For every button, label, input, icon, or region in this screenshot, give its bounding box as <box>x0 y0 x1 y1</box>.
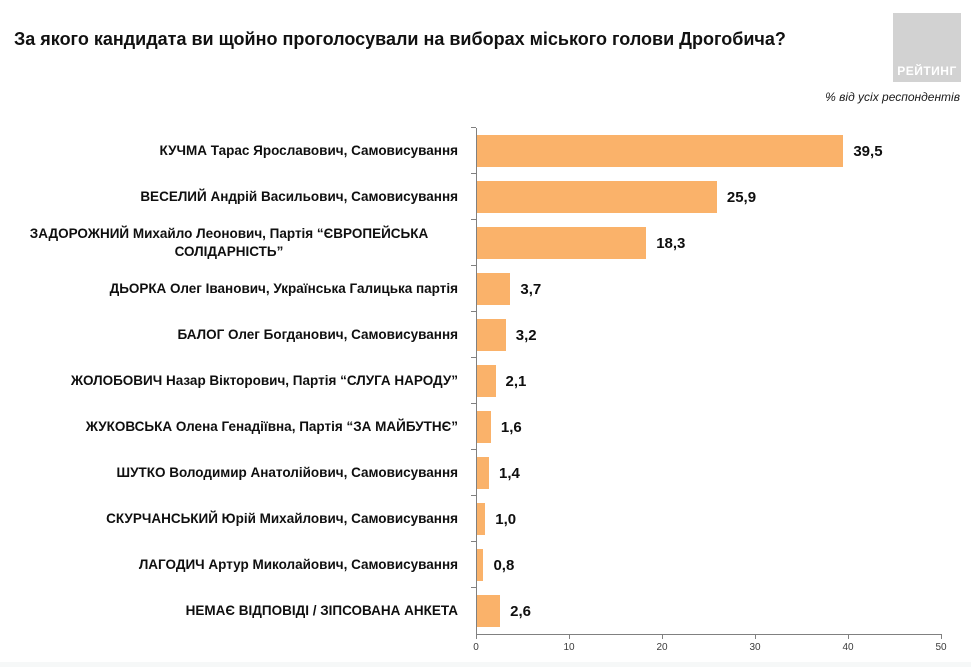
value-label: 1,0 <box>495 510 517 528</box>
bar <box>476 595 501 627</box>
category-label: ЖОЛОБОВИЧ Назар Вікторович, Партія “СЛУГ… <box>70 373 458 389</box>
value-label: 1,6 <box>500 418 522 436</box>
category-label: ЛАГОДИЧ Артур Миколайович, Самовисування <box>138 557 458 573</box>
bar <box>476 135 844 167</box>
x-axis-tick-label: 50 <box>935 642 947 653</box>
bar <box>476 457 490 489</box>
bar-area: 2,1 <box>471 357 971 404</box>
bar-chart: КУЧМА Тарас Ярославович, Самовисування 3… <box>0 127 971 653</box>
chart-row: ДЬОРКА Олег Іванович, Українська Галицьк… <box>0 265 971 312</box>
value-label: 2,6 <box>510 602 532 620</box>
bar-area: 25,9 <box>471 173 971 220</box>
bar-area: 3,7 <box>471 265 971 312</box>
bar-area: 0,8 <box>471 541 971 588</box>
chart-row: ЗАДОРОЖНИЙ Михайло Леонович, Партія “ЄВР… <box>0 219 971 266</box>
chart-row: НЕМАЄ ВІДПОВІДІ / ЗІПСОВАНА АНКЕТА 2,6 <box>0 587 971 634</box>
chart-row: ЖУКОВСЬКА Олена Генадіївна, Партія “ЗА М… <box>0 403 971 450</box>
category-label: ВЕСЕЛИЙ Андрій Васильович, Самовисування <box>140 189 458 205</box>
bar <box>476 181 717 213</box>
value-label: 3,7 <box>520 280 542 298</box>
bar-area: 3,2 <box>471 311 971 358</box>
bar-area: 1,0 <box>471 495 971 542</box>
y-axis-tick <box>471 449 476 450</box>
bar <box>476 503 486 535</box>
y-axis-tick <box>471 311 476 312</box>
chart-row: ШУТКО Володимир Анатолійович, Самовисува… <box>0 449 971 496</box>
bar <box>476 273 511 305</box>
chart-subtitle: % від усіх респондентів <box>825 90 960 104</box>
category-label: НЕМАЄ ВІДПОВІДІ / ЗІПСОВАНА АНКЕТА <box>185 603 458 619</box>
value-label: 39,5 <box>853 142 883 160</box>
bar <box>476 319 506 351</box>
category-label: ЖУКОВСЬКА Олена Генадіївна, Партія “ЗА М… <box>85 419 458 435</box>
chart-row: ВЕСЕЛИЙ Андрій Васильович, Самовисування… <box>0 173 971 220</box>
bar <box>476 411 491 443</box>
chart-title: За якого кандидата ви щойно проголосувал… <box>14 29 786 49</box>
chart-row: КУЧМА Тарас Ярославович, Самовисування 3… <box>0 127 971 174</box>
y-axis-tick <box>471 587 476 588</box>
value-label: 1,4 <box>499 464 520 482</box>
x-axis-tick-label: 30 <box>749 642 761 653</box>
y-axis-tick <box>471 495 476 496</box>
value-label: 25,9 <box>726 188 757 206</box>
chart-rows: КУЧМА Тарас Ярославович, Самовисування 3… <box>0 127 971 634</box>
bar <box>476 365 496 397</box>
x-axis-tick-label: 40 <box>842 642 854 653</box>
y-axis-line <box>476 128 477 634</box>
category-label: ЗАДОРОЖНИЙ Михайло Леонович, Партія “ЄВР… <box>29 226 429 259</box>
bar-area: 18,3 <box>471 219 971 266</box>
value-label: 18,3 <box>656 234 686 252</box>
rating-group-logo-text: РЕЙТИНГ <box>897 64 957 78</box>
y-axis-tick <box>471 541 476 542</box>
x-axis-tick <box>662 635 663 639</box>
rating-group-logo: РЕЙТИНГ <box>893 13 961 82</box>
chart-row: БАЛОГ Олег Богданович, Самовисування 3,2 <box>0 311 971 358</box>
x-axis: 0 10 20 30 40 50 <box>473 634 947 657</box>
bar-area: 39,5 <box>471 127 971 174</box>
category-label: БАЛОГ Олег Богданович, Самовисування <box>177 327 458 343</box>
category-label: ШУТКО Володимир Анатолійович, Самовисува… <box>116 465 458 481</box>
y-axis-tick <box>471 403 476 404</box>
bar <box>476 227 647 259</box>
y-axis-tick <box>471 127 476 128</box>
chart-row: ЖОЛОБОВИЧ Назар Вікторович, Партія “СЛУГ… <box>0 357 971 404</box>
x-axis-tick-label: 0 <box>473 642 479 653</box>
x-axis-tick <box>941 635 942 639</box>
value-label: 0,8 <box>493 556 515 574</box>
category-label: СКУРЧАНСЬКИЙ Юрій Михайлович, Самовисува… <box>106 511 458 527</box>
y-axis-tick <box>471 219 476 220</box>
category-label: КУЧМА Тарас Ярославович, Самовисування <box>159 143 458 159</box>
footer-strip <box>0 662 971 667</box>
bar <box>476 549 484 581</box>
bar-area: 1,6 <box>471 403 971 450</box>
bar-area: 1,4 <box>471 449 971 496</box>
chart-row: ЛАГОДИЧ Артур Миколайович, Самовисування… <box>0 541 971 588</box>
y-axis-tick <box>471 357 476 358</box>
x-axis-tick <box>476 635 477 639</box>
value-label: 2,1 <box>505 372 527 390</box>
x-axis-tick <box>848 635 849 639</box>
bar-area: 2,6 <box>471 587 971 634</box>
chart-row: СКУРЧАНСЬКИЙ Юрій Михайлович, Самовисува… <box>0 495 971 542</box>
y-axis-tick <box>471 265 476 266</box>
value-label: 3,2 <box>515 326 537 344</box>
y-axis-tick <box>471 173 476 174</box>
x-axis-tick-label: 10 <box>563 642 575 653</box>
x-axis-tick-label: 20 <box>656 642 668 653</box>
x-axis-tick <box>755 635 756 639</box>
x-axis-tick <box>569 635 570 639</box>
category-label: ДЬОРКА Олег Іванович, Українська Галицьк… <box>109 281 458 297</box>
